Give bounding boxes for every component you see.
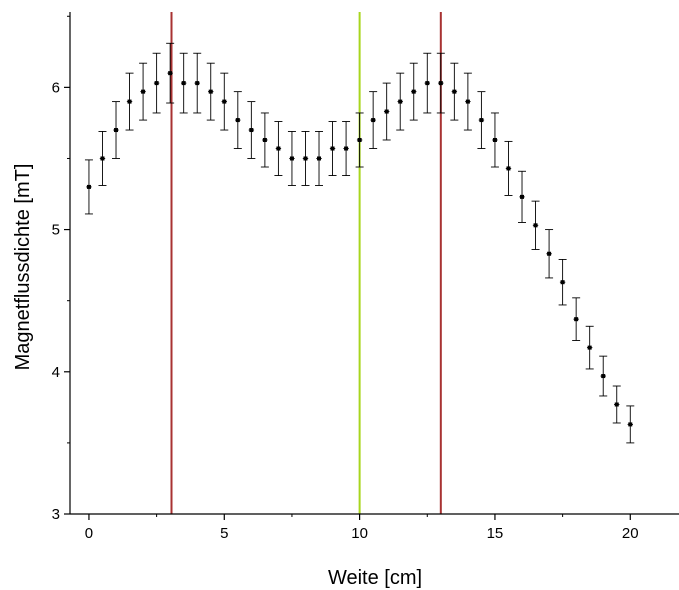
- data-marker: [547, 251, 552, 256]
- y-tick-label: 6: [52, 79, 60, 96]
- x-axis-title: Weite [cm]: [328, 567, 422, 589]
- data-point: [382, 82, 391, 141]
- data-point: [436, 52, 445, 114]
- y-tick-label: 5: [52, 222, 60, 239]
- data-point: [463, 72, 472, 131]
- data-marker: [303, 156, 308, 161]
- data-point: [599, 355, 608, 397]
- data-marker: [344, 146, 349, 151]
- data-point: [112, 101, 121, 159]
- data-marker: [506, 166, 511, 171]
- data-marker: [114, 128, 119, 133]
- data-marker: [438, 81, 443, 86]
- data-marker: [384, 109, 389, 114]
- data-point: [409, 62, 418, 121]
- data-point: [490, 112, 499, 168]
- data-marker: [86, 184, 91, 189]
- data-point: [260, 112, 269, 168]
- data-marker: [141, 89, 146, 94]
- data-point: [193, 52, 202, 114]
- data-point: [423, 52, 432, 114]
- data-point: [233, 91, 242, 149]
- data-marker: [168, 71, 173, 76]
- data-marker: [574, 317, 579, 322]
- data-marker: [411, 89, 416, 94]
- data-point: [369, 91, 378, 149]
- data-marker: [100, 156, 105, 161]
- data-marker: [533, 223, 538, 228]
- data-marker: [587, 345, 592, 350]
- plot-area: [84, 12, 635, 514]
- data-point: [558, 258, 567, 306]
- data-marker: [262, 137, 267, 142]
- data-point: [585, 325, 594, 370]
- data-point: [504, 140, 513, 196]
- x-tick-label: 15: [487, 525, 504, 542]
- axes: 0 5 10 15 20 3 4 5 6: [52, 12, 679, 542]
- data-point: [287, 131, 296, 186]
- data-point: [139, 62, 148, 121]
- data-point: [301, 131, 310, 186]
- data-marker: [289, 156, 294, 161]
- x-tick-label: 0: [85, 525, 93, 542]
- data-point: [125, 72, 134, 131]
- data-marker: [560, 280, 565, 285]
- data-marker: [371, 118, 376, 123]
- data-point: [531, 200, 540, 250]
- data-marker: [465, 99, 470, 104]
- data-marker: [357, 137, 362, 142]
- data-marker: [208, 89, 213, 94]
- data-point: [206, 62, 215, 121]
- data-marker: [520, 194, 525, 199]
- data-marker: [628, 422, 633, 427]
- data-marker: [154, 81, 159, 86]
- data-marker: [127, 99, 132, 104]
- y-tick-label: 3: [52, 506, 60, 523]
- x-tick-label: 10: [351, 525, 368, 542]
- data-marker: [398, 99, 403, 104]
- data-marker: [235, 118, 240, 123]
- data-marker: [452, 89, 457, 94]
- data-point: [396, 72, 405, 131]
- data-point: [179, 52, 188, 114]
- data-point: [328, 121, 337, 176]
- data-point: [247, 101, 256, 159]
- data-marker: [601, 374, 606, 379]
- y-axis-title: Magnetflussdichte [mT]: [12, 164, 34, 371]
- data-marker: [222, 99, 227, 104]
- data-point: [342, 121, 351, 176]
- data-point: [545, 229, 554, 279]
- data-marker: [479, 118, 484, 123]
- data-marker: [249, 128, 254, 133]
- data-point: [166, 42, 175, 104]
- data-point: [572, 297, 581, 341]
- data-point: [315, 131, 324, 186]
- data-point: [612, 385, 621, 424]
- data-marker: [195, 81, 200, 86]
- data-point: [355, 112, 364, 168]
- data-point: [450, 62, 459, 121]
- data-point: [626, 405, 635, 444]
- data-point: [477, 91, 486, 149]
- x-tick-label: 20: [622, 525, 639, 542]
- data-marker: [425, 81, 430, 86]
- data-point: [152, 52, 161, 114]
- y-tick-label: 4: [52, 364, 60, 381]
- data-marker: [492, 137, 497, 142]
- x-tick-label: 5: [220, 525, 228, 542]
- data-point: [84, 159, 93, 215]
- data-marker: [181, 81, 186, 86]
- data-marker: [276, 146, 281, 151]
- data-marker: [330, 146, 335, 151]
- data-point: [518, 170, 527, 223]
- data-marker: [614, 402, 619, 407]
- data-point: [98, 131, 107, 186]
- data-marker: [317, 156, 322, 161]
- data-point: [220, 72, 229, 131]
- data-point: [274, 121, 283, 176]
